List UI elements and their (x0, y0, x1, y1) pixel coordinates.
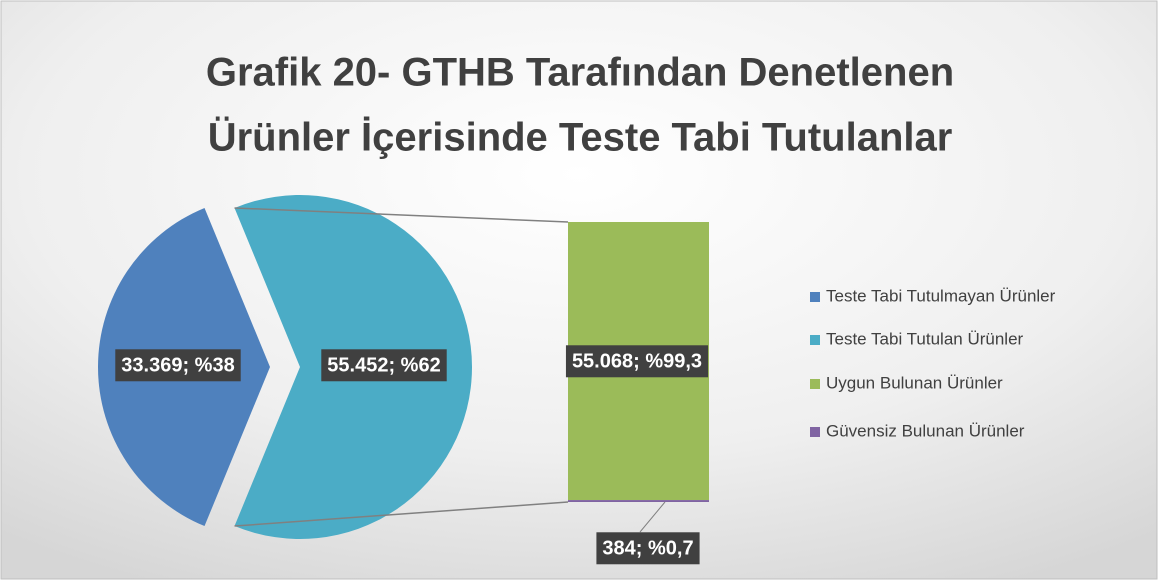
data-label-box (321, 349, 447, 382)
leader-line (639, 501, 666, 533)
data-label: 33.369; %38 (121, 354, 234, 376)
legend-label: Teste Tabi Tutulmayan Ürünler (826, 286, 1056, 305)
connector-line (234, 501, 569, 527)
legend-swatch (810, 292, 820, 302)
data-label: 55.452; %62 (327, 354, 440, 376)
legend-label: Teste Tabi Tutulan Ürünler (826, 329, 1024, 348)
legend-swatch (810, 335, 820, 345)
data-label-box (115, 349, 241, 382)
data-label-box (596, 532, 700, 565)
legend-swatch (810, 379, 820, 389)
chart-title: Grafik 20- GTHB Tarafından Denetlenen (206, 51, 954, 95)
legend-label: Güvensiz Bulunan Ürünler (826, 421, 1025, 440)
legend-swatch (810, 427, 820, 437)
bar-segment (568, 500, 709, 502)
connector-line (234, 207, 569, 223)
data-label: 55.068; %99,3 (572, 350, 702, 372)
chart-title: Ürünler İçerisinde Teste Tabi Tutulanlar (208, 115, 953, 160)
data-label: 384; %0,7 (602, 537, 693, 559)
data-label-box (565, 345, 709, 378)
legend-label: Uygun Bulunan Ürünler (826, 373, 1003, 392)
